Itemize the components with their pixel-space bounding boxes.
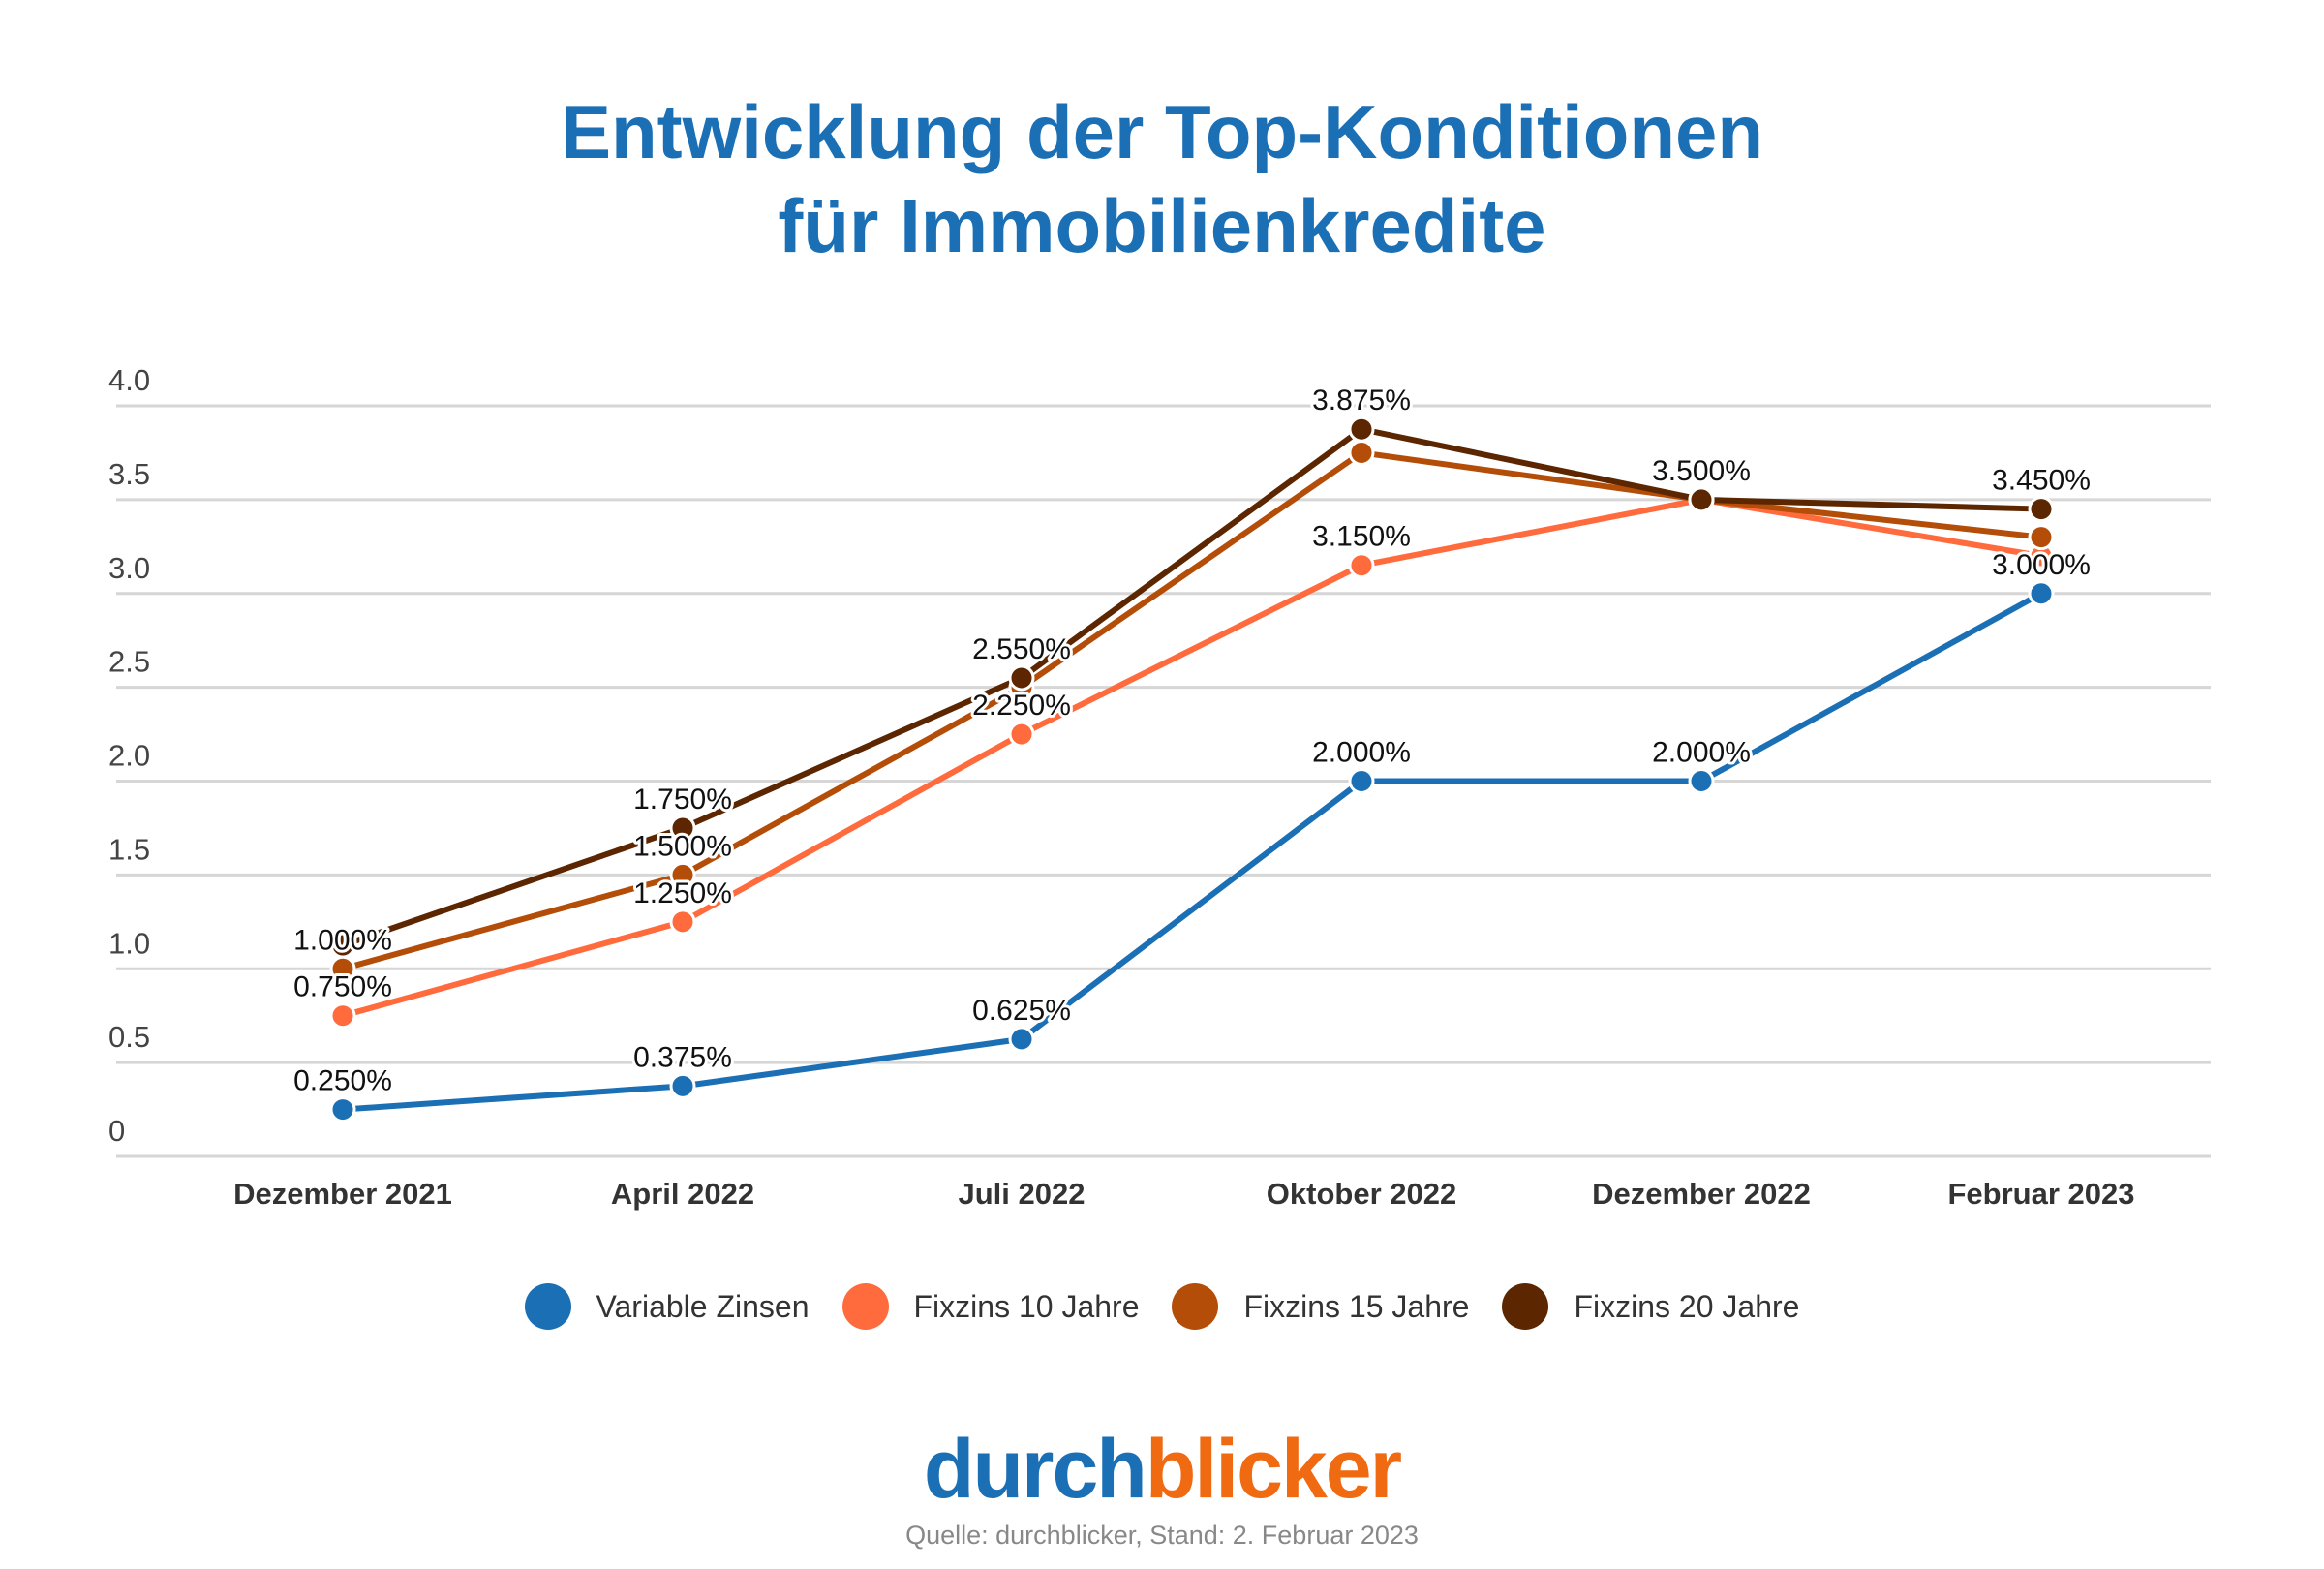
data-point xyxy=(2028,496,2055,523)
x-tick-label: Oktober 2022 xyxy=(1267,1177,1456,1211)
data-point xyxy=(1688,768,1715,794)
y-tick-label: 4.0 xyxy=(108,363,150,397)
data-point xyxy=(669,815,696,842)
y-tick-label: 0 xyxy=(108,1114,125,1148)
title-line-1: Entwicklung der Top-Konditionen xyxy=(560,89,1764,174)
y-tick-label: 1.5 xyxy=(108,832,150,866)
y-tick-label: 3.5 xyxy=(108,457,150,491)
data-point xyxy=(1348,552,1375,579)
legend-marker xyxy=(841,1283,889,1330)
legend-marker xyxy=(1502,1283,1549,1330)
y-tick-label: 2.5 xyxy=(108,645,150,679)
data-label: 2.000% xyxy=(1652,737,1751,769)
data-label: 3.000% xyxy=(1992,549,2091,581)
data-label: 0.250% xyxy=(293,1065,392,1097)
data-label: 2.000% xyxy=(1312,737,1411,769)
data-label: 2.550% xyxy=(972,633,1071,665)
data-point xyxy=(1348,768,1375,794)
title-line-2: für Immobilienkredite xyxy=(778,183,1546,268)
data-point xyxy=(2028,580,2055,607)
legend-label: Fixzins 10 Jahre xyxy=(913,1288,1140,1324)
data-label: 3.450% xyxy=(1992,465,2091,497)
legend-label: Fixzins 15 Jahre xyxy=(1243,1288,1470,1324)
x-tick-label: Februar 2023 xyxy=(1948,1177,2135,1211)
data-point xyxy=(1348,439,1375,466)
data-point xyxy=(1348,415,1375,443)
legend-item: Fixzins 10 Jahre xyxy=(841,1283,1140,1330)
data-point xyxy=(2028,524,2055,551)
data-point xyxy=(669,908,696,936)
x-tick-label: Juli 2022 xyxy=(959,1177,1086,1211)
logo-part-2: blicker xyxy=(1145,1423,1402,1516)
x-tick-label: Dezember 2021 xyxy=(233,1177,452,1211)
logo: durchblicker xyxy=(0,1422,2324,1518)
data-label: 0.625% xyxy=(972,995,1071,1027)
data-point xyxy=(669,861,696,888)
y-tick-label: 1.0 xyxy=(108,926,150,960)
data-label: 1.000% xyxy=(293,924,392,956)
series-line-0 xyxy=(342,591,2043,1113)
data-point xyxy=(1008,721,1035,748)
data-point xyxy=(329,1096,356,1123)
data-label: 3.875% xyxy=(1312,385,1411,416)
data-label: 0.375% xyxy=(633,1041,732,1073)
series-line-2 xyxy=(342,449,2042,972)
legend-item: Fixzins 15 Jahre xyxy=(1172,1283,1469,1330)
line-chart: 0 0.5 1.0 1.5 2.0 2.5 3.0 3.5 4.0 Dezember 2021 Ap… xyxy=(108,363,2211,1211)
data-label: 3.150% xyxy=(1312,521,1411,553)
legend-label: Variable Zinsen xyxy=(596,1288,810,1324)
data-label: 1.750% xyxy=(633,784,732,815)
data-label: 2.250% xyxy=(972,690,1071,722)
data-point xyxy=(1008,1026,1035,1053)
y-tick-label: 0.5 xyxy=(108,1020,150,1054)
legend-marker xyxy=(1172,1283,1219,1330)
data-point xyxy=(1008,664,1035,692)
chart-title: Entwicklung der Top-Konditionen für Immo… xyxy=(0,85,2324,273)
y-tick-label: 3.0 xyxy=(108,551,150,585)
series-line-3 xyxy=(342,426,2042,948)
legend: Variable Zinsen Fixzins 10 Jahre Fixzins 1… xyxy=(0,1283,2324,1330)
data-label: 3.500% xyxy=(1652,455,1751,487)
data-label: 1.500% xyxy=(633,830,732,862)
logo-part-1: durch xyxy=(923,1423,1147,1516)
y-tick-label: 2.0 xyxy=(108,739,150,773)
legend-item: Fixzins 20 Jahre xyxy=(1502,1283,1799,1330)
data-label: 0.750% xyxy=(293,971,392,1003)
series-line-1 xyxy=(342,496,2042,1019)
source-note: Quelle: durchblicker, Stand: 2. Februar … xyxy=(905,1521,1419,1550)
legend-marker xyxy=(524,1283,571,1330)
data-point xyxy=(1688,486,1715,513)
data-point xyxy=(669,1072,696,1099)
data-point xyxy=(329,932,356,959)
legend-label: Fixzins 20 Jahre xyxy=(1574,1288,1800,1324)
data-label: 1.250% xyxy=(633,877,732,909)
x-tick-label: Dezember 2022 xyxy=(1592,1177,1811,1211)
legend-item: Variable Zinsen xyxy=(524,1283,810,1330)
x-tick-label: April 2022 xyxy=(611,1177,754,1211)
data-point xyxy=(329,1002,356,1030)
